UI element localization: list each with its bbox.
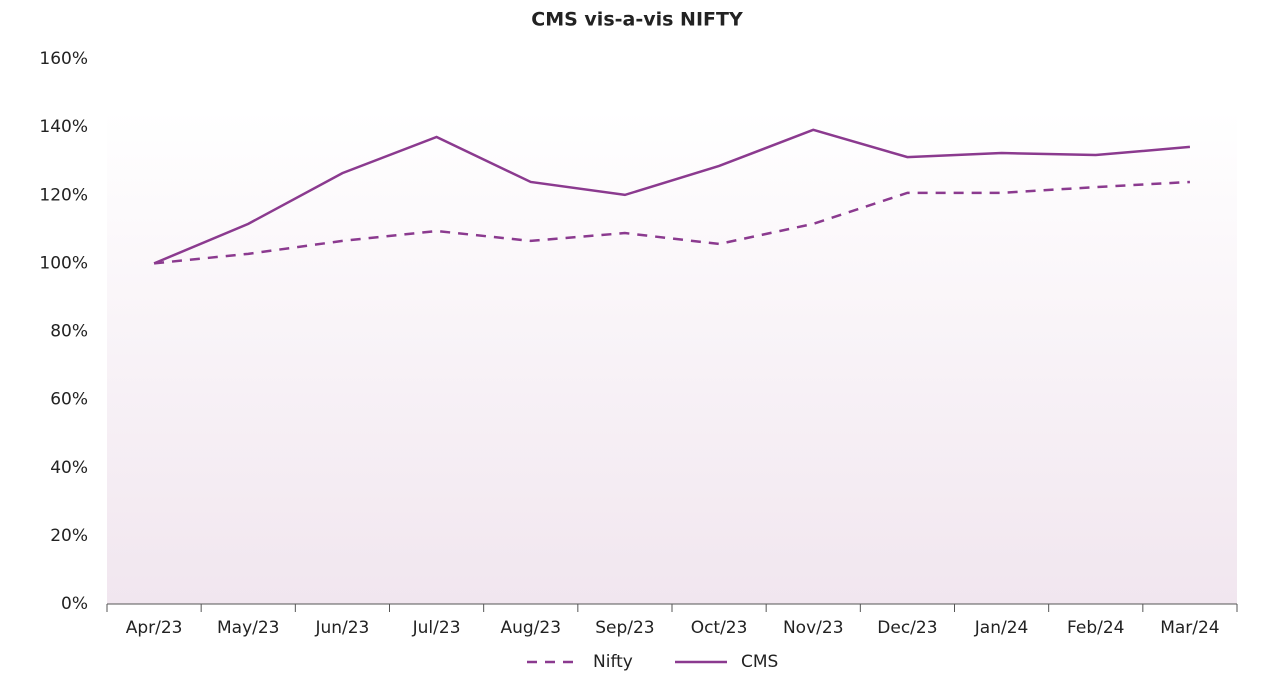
x-tick-label: Sep/23 (595, 618, 654, 638)
x-tick-label: Dec/23 (877, 618, 937, 638)
x-tick-label: Oct/23 (691, 618, 748, 638)
line-series (153, 180, 1190, 265)
legend-label: Nifty (593, 652, 633, 672)
x-tick-label: Jul/23 (412, 618, 461, 638)
x-tick-label: Feb/24 (1067, 618, 1124, 638)
x-tick-label: May/23 (217, 618, 280, 638)
chart-title: CMS vis-a-vis NIFTY (531, 9, 743, 31)
x-tick-label: Aug/23 (500, 618, 561, 638)
legend-label: CMS (741, 652, 778, 672)
x-tick-label: Apr/23 (126, 618, 183, 638)
plot-background (107, 110, 1237, 604)
x-tick-label: Jun/23 (314, 618, 369, 638)
y-tick-label: 20% (50, 526, 88, 546)
x-tick-label: Mar/24 (1160, 618, 1219, 638)
line-series (153, 128, 1191, 265)
y-tick-label: 40% (50, 458, 88, 478)
x-tick-label: Nov/23 (783, 618, 844, 638)
y-tick-label: 140% (39, 117, 88, 137)
y-tick-label: 160% (39, 49, 88, 69)
y-tick-label: 80% (50, 322, 88, 342)
y-tick-label: 100% (39, 253, 88, 273)
y-tick-label: 0% (61, 594, 88, 614)
x-tick-label: Jan/24 (974, 618, 1029, 638)
y-tick-label: 120% (39, 185, 88, 205)
y-tick-label: 60% (50, 390, 88, 410)
